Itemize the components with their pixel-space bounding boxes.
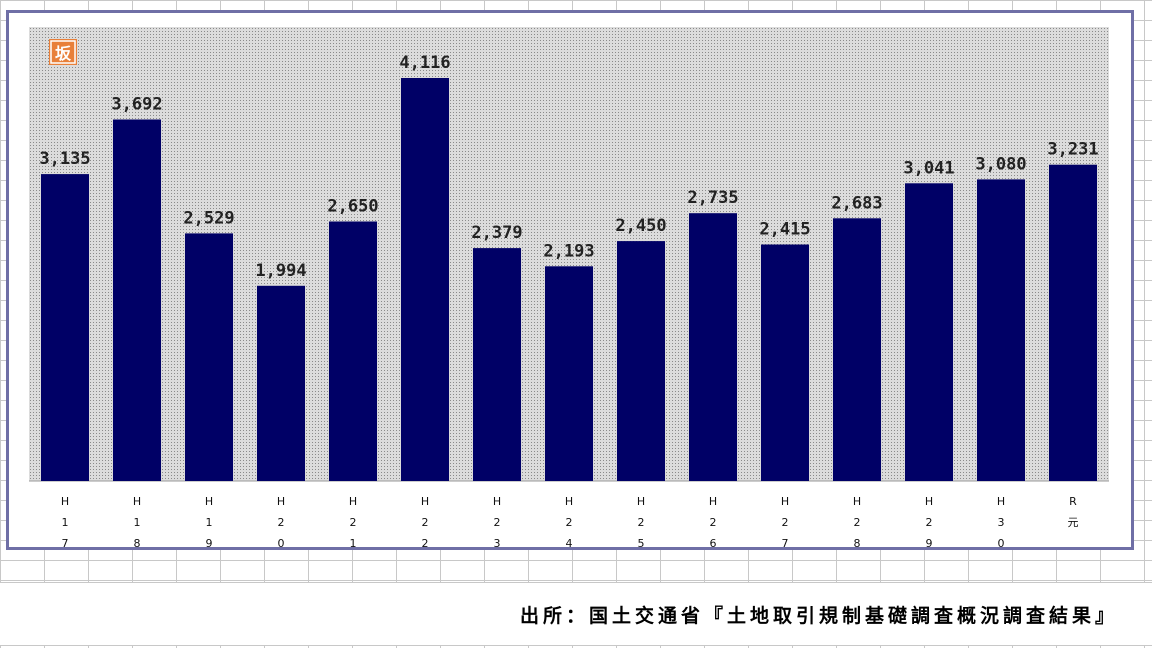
x-tick-label: 3 bbox=[494, 537, 501, 547]
x-tick-label: 2 bbox=[926, 516, 933, 529]
bar bbox=[977, 179, 1025, 481]
x-tick-label: 2 bbox=[422, 516, 429, 529]
x-tick-label: 2 bbox=[782, 516, 789, 529]
chart-frame: 3,135 3,692 2,529 1,994 2,650 4,116 2,379 2,193… bbox=[6, 10, 1134, 550]
x-tick-label: H bbox=[637, 495, 645, 508]
bar bbox=[257, 285, 305, 481]
x-tick-label: H bbox=[493, 495, 501, 508]
bar bbox=[833, 218, 881, 482]
x-tick-label: 2 bbox=[422, 537, 429, 547]
x-tick-label: 1 bbox=[350, 537, 357, 547]
data-label: 2,379 bbox=[471, 223, 522, 243]
data-label: 3,692 bbox=[111, 95, 162, 115]
x-tick-label: 2 bbox=[854, 516, 861, 529]
badge-text: 坂 bbox=[55, 44, 72, 63]
x-tick-label: 1 bbox=[134, 516, 141, 529]
x-tick-label: H bbox=[349, 495, 357, 508]
x-tick-label: H bbox=[565, 495, 573, 508]
data-label: 3,231 bbox=[1047, 140, 1098, 160]
x-tick-label: H bbox=[277, 495, 285, 508]
x-tick-label: 9 bbox=[926, 537, 933, 547]
x-tick-label: 2 bbox=[566, 516, 573, 529]
x-tick-label: 2 bbox=[638, 516, 645, 529]
bar bbox=[185, 233, 233, 481]
bar bbox=[761, 244, 809, 481]
x-tick-label: 4 bbox=[566, 537, 573, 547]
x-tick-label: H bbox=[61, 495, 69, 508]
x-tick-label: 3 bbox=[998, 516, 1005, 529]
x-tick-label: 2 bbox=[710, 516, 717, 529]
x-tick-label: H bbox=[205, 495, 213, 508]
data-label: 3,041 bbox=[903, 158, 954, 178]
bar bbox=[1049, 164, 1097, 481]
data-label: 2,650 bbox=[327, 197, 378, 217]
x-tick-label: 2 bbox=[350, 516, 357, 529]
bar bbox=[473, 248, 521, 481]
bar-chart: 3,135 3,692 2,529 1,994 2,650 4,116 2,379 2,193… bbox=[29, 27, 1109, 547]
bar bbox=[905, 183, 953, 482]
x-tick-label: 1 bbox=[206, 516, 213, 529]
bar bbox=[545, 266, 593, 481]
x-tick-label: 8 bbox=[854, 537, 861, 547]
data-label: 3,080 bbox=[975, 154, 1026, 174]
x-tick-label: H bbox=[853, 495, 861, 508]
bar bbox=[617, 241, 665, 481]
data-label: 2,735 bbox=[687, 188, 738, 208]
x-tick-label: 元 bbox=[1068, 516, 1079, 529]
source-band: 出所：国土交通省『土地取引規制基礎調査概況調査結果』 bbox=[0, 582, 1152, 646]
x-tick-label: 0 bbox=[998, 537, 1005, 547]
data-label: 4,116 bbox=[399, 53, 450, 73]
x-tick-label: 5 bbox=[638, 537, 645, 547]
x-tick-label: 7 bbox=[782, 537, 789, 547]
x-tick-label: H bbox=[421, 495, 429, 508]
x-tick-label: 2 bbox=[494, 516, 501, 529]
data-label: 1,994 bbox=[255, 261, 306, 281]
x-tick-label: 9 bbox=[206, 537, 213, 547]
x-tick-label: 2 bbox=[278, 516, 285, 529]
x-tick-label: 1 bbox=[62, 516, 69, 529]
bar bbox=[689, 213, 737, 481]
x-tick-label: H bbox=[133, 495, 141, 508]
bar bbox=[401, 78, 449, 481]
x-tick-label: H bbox=[781, 495, 789, 508]
data-label: 2,415 bbox=[759, 220, 810, 240]
x-tick-label: 8 bbox=[134, 537, 141, 547]
bar bbox=[329, 221, 377, 481]
bar bbox=[113, 119, 161, 481]
data-label: 2,683 bbox=[831, 193, 882, 213]
data-label: 2,529 bbox=[183, 208, 234, 228]
x-tick-label: 0 bbox=[278, 537, 285, 547]
source-note: 出所：国土交通省『土地取引規制基礎調査概況調査結果』 bbox=[519, 605, 1118, 627]
badge-icon: 坂 bbox=[49, 39, 77, 65]
x-tick-label: H bbox=[997, 495, 1005, 508]
x-tick-label: H bbox=[925, 495, 933, 508]
x-tick-label: H bbox=[709, 495, 717, 508]
x-tick-label: 7 bbox=[62, 537, 69, 547]
x-tick-label: R bbox=[1069, 495, 1077, 508]
data-label: 2,193 bbox=[543, 241, 594, 261]
x-tick-label: 6 bbox=[710, 537, 717, 547]
data-label: 2,450 bbox=[615, 216, 666, 236]
data-label: 3,135 bbox=[39, 149, 90, 169]
bar bbox=[41, 174, 89, 481]
